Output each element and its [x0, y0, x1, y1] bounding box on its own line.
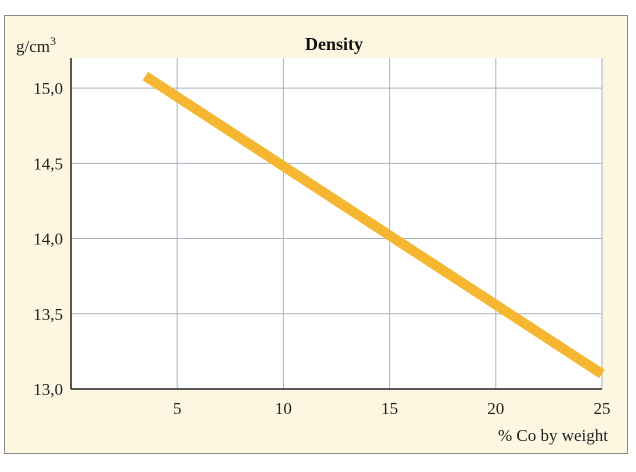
- x-tick-label: 20: [487, 399, 504, 418]
- y-tick-label: 14,5: [33, 154, 63, 173]
- series: [142, 71, 605, 379]
- chart-title: Density: [305, 34, 363, 54]
- x-tick-label: 10: [275, 399, 292, 418]
- x-tick-label: 15: [381, 399, 398, 418]
- y-axis-label: g/cm3: [16, 34, 56, 56]
- y-tick-label: 15,0: [33, 79, 63, 98]
- x-tick-label: 25: [594, 399, 611, 418]
- x-tick-label: 5: [173, 399, 182, 418]
- y-axis-label-unit: g/cm: [16, 37, 50, 56]
- x-axis-label: % Co by weight: [498, 426, 608, 445]
- density-line: [142, 71, 605, 379]
- y-axis-label-superscript: 3: [50, 34, 56, 48]
- plot-area: [71, 58, 602, 389]
- y-tick-label: 14,0: [33, 230, 63, 249]
- tick-labels: 5 10 15 20 25 13,0 13,5 14,0 14,5 15,0: [33, 79, 610, 418]
- y-tick-label: 13,0: [33, 380, 63, 399]
- y-tick-label: 13,5: [33, 305, 63, 324]
- axes: [70, 58, 602, 390]
